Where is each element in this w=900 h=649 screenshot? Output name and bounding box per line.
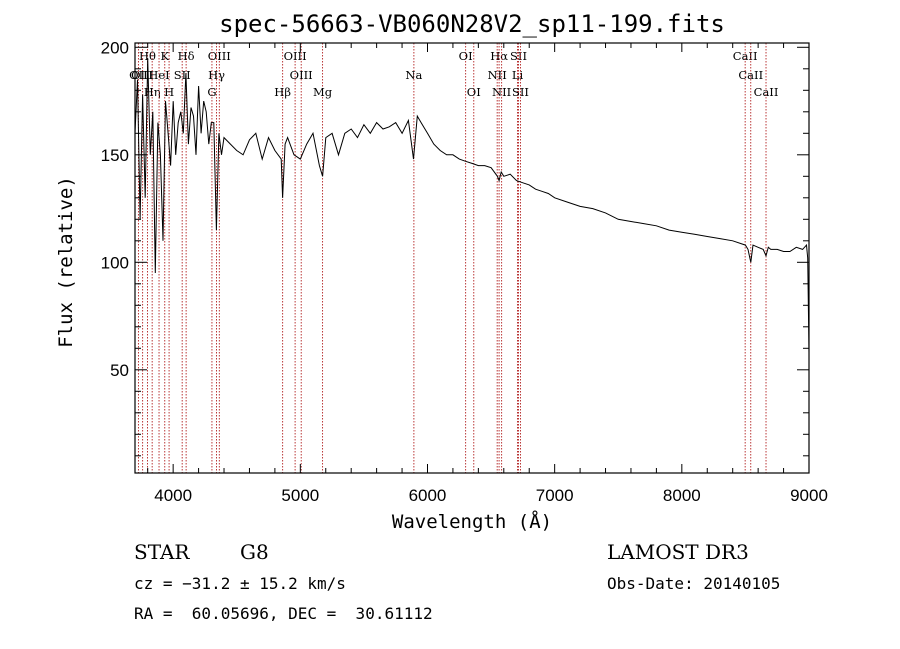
spectral-line-label: OIII bbox=[290, 68, 313, 82]
spectral-line-label: G bbox=[207, 85, 216, 99]
x-tick-label: 8000 bbox=[663, 486, 701, 505]
spectral-line-label: OI bbox=[459, 49, 473, 63]
x-tick-label: 7000 bbox=[536, 486, 574, 505]
y-tick-label: 100 bbox=[101, 253, 129, 272]
coordinates-info: RA = 60.05696, DEC = 30.61112 bbox=[134, 604, 433, 623]
spectral-line-label: OIII bbox=[208, 49, 231, 63]
x-tick-label: 4000 bbox=[154, 486, 192, 505]
spectral-line-label: H bbox=[164, 85, 174, 99]
spectral-line-label: Hη bbox=[144, 85, 161, 99]
y-tick-label: 200 bbox=[101, 38, 129, 57]
x-tick-label: 5000 bbox=[281, 486, 319, 505]
spectral-line-label: Li bbox=[512, 68, 524, 82]
obs-date: Obs-Date: 20140105 bbox=[607, 574, 781, 593]
spectrum-chart: spec-56663-VB060N28V2_sp11-199.fits HθOI… bbox=[55, 10, 828, 533]
spectral-line-label: OI bbox=[467, 85, 481, 99]
spectral-line-label: NII bbox=[488, 68, 507, 82]
redshift-info: cz = −31.2 ± 15.2 km/s bbox=[134, 574, 346, 593]
x-tick-label: 9000 bbox=[790, 486, 828, 505]
spectral-line-label: CaII bbox=[754, 85, 779, 99]
spectral-line-label: SII bbox=[510, 49, 527, 63]
spectral-line-label: OIII bbox=[284, 49, 307, 63]
spectral-line-label: CaII bbox=[738, 68, 763, 82]
spectral-line-label: Hγ bbox=[208, 68, 225, 82]
axis-ticks: 4000 5000 6000 7000 8000 9000 50 100 150 200 bbox=[101, 38, 828, 505]
object-subclass: G8 bbox=[240, 540, 269, 564]
spectral-line-label: Mg bbox=[313, 85, 333, 99]
spectral-line-label: NII bbox=[492, 85, 511, 99]
object-class: STAR bbox=[134, 540, 190, 564]
x-axis-label: Wavelength (Å) bbox=[392, 510, 552, 533]
spectral-line-label: Na bbox=[405, 68, 422, 82]
survey-name: LAMOST DR3 bbox=[607, 540, 749, 564]
spectral-line-label: HeI bbox=[148, 68, 169, 82]
x-tick-label: 6000 bbox=[409, 486, 447, 505]
spectral-line-label: Hβ bbox=[274, 85, 291, 99]
spectral-line-label: K bbox=[160, 49, 169, 63]
spectral-line-label: Hδ bbox=[178, 49, 195, 63]
spectral-line-label: SII bbox=[174, 68, 191, 82]
y-tick-label: 50 bbox=[110, 361, 129, 380]
y-axis-label: Flux (relative) bbox=[55, 176, 77, 348]
spectrum-line bbox=[134, 58, 810, 353]
spectral-line-label: CaII bbox=[733, 49, 758, 63]
y-tick-label: 150 bbox=[101, 146, 129, 165]
spectral-line-label: Hα bbox=[490, 49, 508, 63]
spectral-line-label: SII bbox=[512, 85, 529, 99]
chart-title: spec-56663-VB060N28V2_sp11-199.fits bbox=[219, 10, 725, 38]
plot-frame bbox=[134, 42, 810, 474]
